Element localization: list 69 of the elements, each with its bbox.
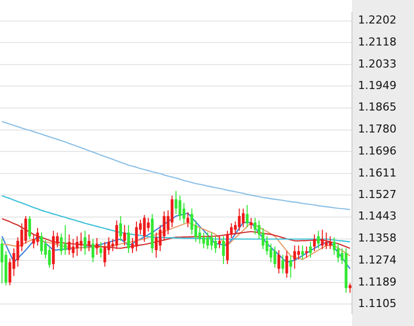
candlestick bbox=[297, 244, 300, 260]
candlestick bbox=[242, 208, 245, 228]
y-tick-label: 1.1358 bbox=[358, 232, 396, 245]
candlestick bbox=[320, 229, 324, 250]
y-tick-label: 1.1274 bbox=[358, 253, 396, 266]
candlestick bbox=[285, 250, 288, 278]
y-tick-label: 1.2202 bbox=[358, 14, 396, 27]
candlestick bbox=[115, 220, 118, 250]
candlestick bbox=[135, 220, 138, 252]
y-tick-label: 1.1865 bbox=[358, 100, 396, 114]
candlestick bbox=[301, 244, 304, 260]
candlestick bbox=[88, 234, 90, 252]
y-tick-label: 1.1949 bbox=[358, 79, 396, 92]
candlestick bbox=[36, 227, 39, 246]
y-tick-label: 1.1105 bbox=[358, 296, 396, 310]
candlestick bbox=[123, 224, 126, 246]
candlestick bbox=[246, 204, 249, 228]
y-tick-label: 1.2118 bbox=[358, 35, 396, 48]
candlestick bbox=[348, 282, 352, 294]
candlestick bbox=[170, 195, 174, 228]
candlestick bbox=[254, 217, 256, 235]
candlestick bbox=[28, 216, 32, 240]
candlestick bbox=[222, 236, 225, 265]
y-tick-label: 1.1780 bbox=[358, 122, 396, 136]
candlestick bbox=[84, 230, 86, 256]
candlestick bbox=[60, 233, 63, 256]
candlestick bbox=[202, 232, 206, 249]
y-tick-label: 1.1189 bbox=[358, 275, 396, 288]
candlestick bbox=[266, 236, 268, 256]
candlestick bbox=[317, 230, 320, 249]
candlestick bbox=[96, 238, 98, 256]
candlestick bbox=[305, 246, 308, 258]
candlestick bbox=[72, 238, 75, 258]
candlestick bbox=[293, 244, 296, 270]
candlestick bbox=[198, 227, 202, 244]
candlestick bbox=[313, 234, 316, 252]
candlestick bbox=[230, 222, 233, 239]
candlestick bbox=[262, 227, 264, 250]
candlestick bbox=[206, 232, 210, 250]
candlestick bbox=[273, 246, 276, 268]
y-tick-label: 1.2033 bbox=[358, 57, 396, 70]
candlestick bbox=[127, 224, 130, 254]
candlestick bbox=[281, 254, 284, 274]
candlestick bbox=[210, 232, 213, 251]
candlestick bbox=[24, 216, 28, 244]
candlestick bbox=[64, 224, 67, 256]
candlestick bbox=[178, 195, 182, 221]
y-tick-label: 1.1611 bbox=[358, 166, 396, 180]
candlestick bbox=[309, 241, 312, 258]
y-tick-label: 1.1443 bbox=[358, 210, 396, 223]
candlestick bbox=[182, 202, 186, 224]
candlestick bbox=[40, 232, 43, 256]
candlestick bbox=[146, 217, 150, 232]
candlestick bbox=[76, 236, 79, 256]
candlestick bbox=[174, 190, 178, 214]
y-tick-label: 1.1527 bbox=[358, 188, 396, 202]
candlestick bbox=[0, 238, 4, 284]
candlestick bbox=[92, 238, 94, 263]
candlestick bbox=[80, 232, 82, 252]
candlestick bbox=[218, 236, 221, 249]
candlestick bbox=[119, 216, 122, 242]
candlestick bbox=[32, 234, 35, 249]
candlestick bbox=[289, 255, 292, 278]
candlestick bbox=[103, 241, 106, 268]
candlestick bbox=[48, 246, 51, 268]
candlestick bbox=[154, 232, 158, 258]
candlestick bbox=[214, 236, 217, 254]
candlestick bbox=[270, 243, 272, 263]
y-tick-label: 1.1696 bbox=[358, 144, 396, 158]
